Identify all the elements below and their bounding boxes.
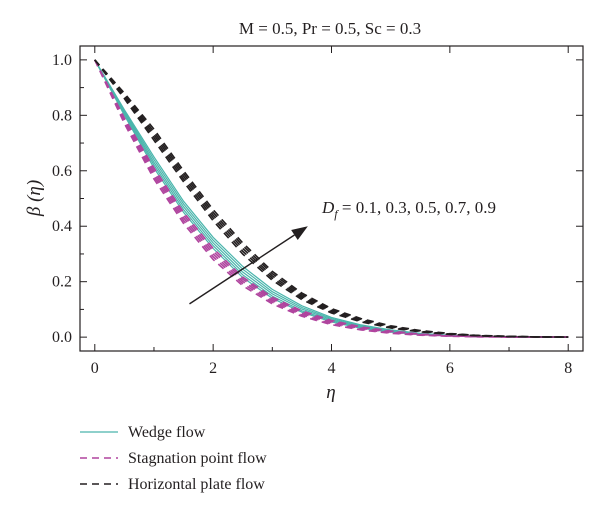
df-subscript: f (334, 207, 339, 221)
group-horizontal-plate-flow (94, 59, 569, 338)
x-tick-label: 0 (91, 360, 99, 377)
series-line (94, 59, 569, 338)
x-tick-label: 2 (209, 360, 217, 377)
x-tick-label: 6 (446, 360, 454, 377)
df-annotation: Df = 0.1, 0.3, 0.5, 0.7, 0.9 (189, 198, 496, 305)
legend-label: Horizontal plate flow (128, 476, 265, 493)
df-values-text: = 0.1, 0.3, 0.5, 0.7, 0.9 (338, 198, 496, 217)
curves-layer (94, 59, 569, 338)
y-tick-label: 0.0 (52, 329, 72, 346)
x-tick-label: 4 (328, 360, 336, 377)
df-symbol: D (321, 198, 335, 217)
chart-title: M = 0.5, Pr = 0.5, Sc = 0.3 (239, 19, 421, 38)
legend: Wedge flow Stagnation point flow Horizonta… (80, 424, 267, 493)
y-tick-label: 0.4 (52, 218, 72, 235)
x-axis-label: η (326, 382, 335, 403)
legend-label: Stagnation point flow (128, 450, 267, 467)
series-line (94, 59, 569, 338)
y-tick-label: 0.6 (52, 163, 72, 180)
x-tick-label: 8 (564, 360, 572, 377)
ticks-layer: 0 2 4 6 8 0.0 0.2 0.4 0.6 0.8 1.0 (52, 46, 583, 377)
legend-label: Wedge flow (128, 424, 206, 441)
df-arrow (189, 234, 295, 305)
df-annotation-label: Df = 0.1, 0.3, 0.5, 0.7, 0.9 (321, 198, 496, 221)
series-line (94, 59, 569, 338)
df-arrow-head (291, 226, 308, 241)
y-tick-label: 0.2 (52, 274, 72, 291)
y-tick-label: 0.8 (52, 107, 72, 124)
y-axis-label: β (η) (24, 180, 45, 217)
y-tick-label: 1.0 (52, 52, 72, 69)
